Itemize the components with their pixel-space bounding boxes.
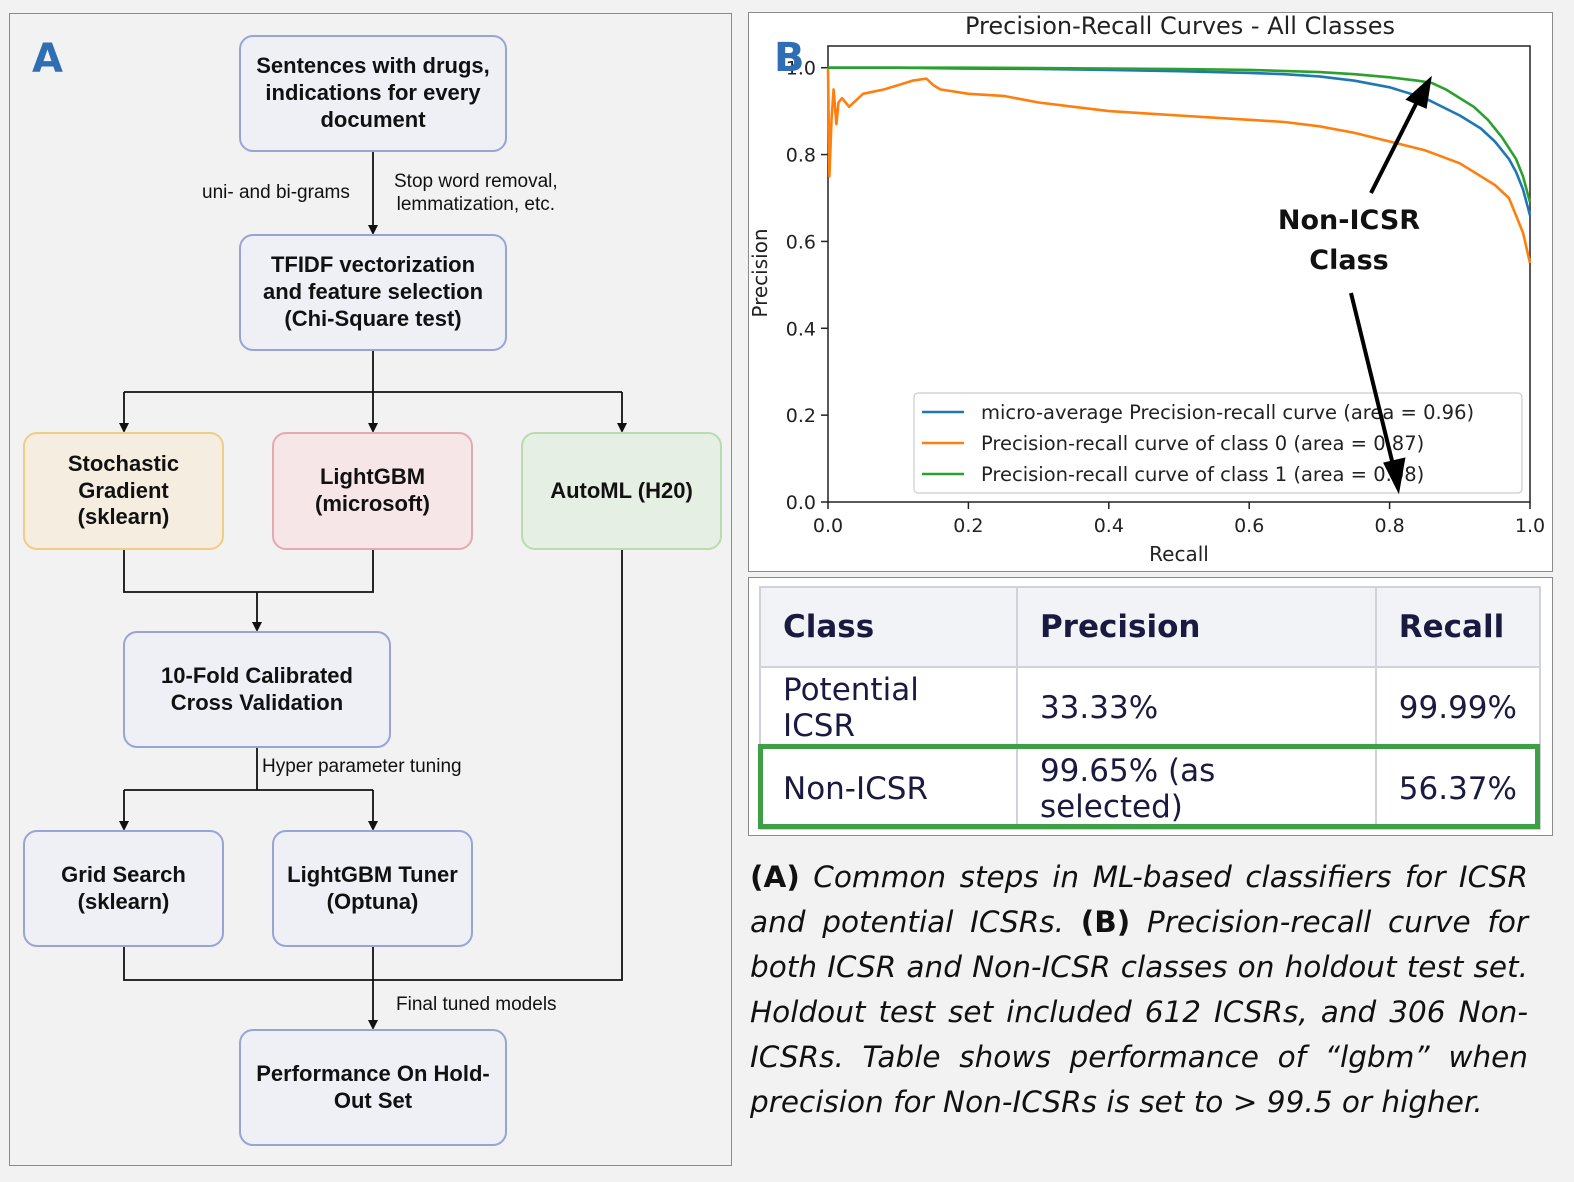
node-lightgbm-tuner: LightGBM Tuner (Optuna) bbox=[272, 830, 473, 947]
edge-label-ngrams: uni- and bi-grams bbox=[202, 182, 350, 203]
caption-tag-b: (B) bbox=[1080, 905, 1131, 939]
highlight-box bbox=[758, 744, 1540, 829]
annotation-arrows bbox=[1349, 75, 1432, 495]
series-line-1 bbox=[826, 67, 1532, 264]
results-table-panel: Class Precision Recall Potential ICSR 33… bbox=[748, 577, 1553, 836]
y-tick-label: 0.4 bbox=[786, 318, 816, 340]
x-tick-label: 0.8 bbox=[1374, 515, 1404, 537]
legend: micro-average Precision-recall curve (ar… bbox=[913, 392, 1523, 494]
caption-text-b: Precision-recall curve for both ICSR and… bbox=[750, 905, 1528, 1119]
table-header-row: Class Precision Recall bbox=[759, 586, 1542, 668]
edge-label-final: Final tuned models bbox=[396, 994, 557, 1015]
node-cross-validation: 10-Fold Calibrated Cross Validation bbox=[123, 631, 391, 748]
annotation-line2: Class bbox=[1309, 245, 1389, 276]
caption-tag-a: (A) bbox=[750, 860, 800, 894]
cell-precision: 99.65% (as selected) bbox=[1015, 747, 1377, 830]
edge-label-preprocess-line2: lemmatization, etc. bbox=[396, 193, 556, 215]
panel-b-letter: B bbox=[774, 35, 805, 81]
node-grid-search: Grid Search (sklearn) bbox=[23, 830, 224, 947]
cell-class: Non-ICSR bbox=[759, 747, 1018, 830]
legend-box bbox=[913, 392, 1523, 494]
edge-merge-cv bbox=[123, 550, 374, 593]
y-tick-label: 0.0 bbox=[786, 492, 816, 514]
y-tick-label: 1.0 bbox=[786, 58, 816, 80]
y-tick-label: 0.6 bbox=[786, 231, 816, 253]
chart-title: Precision-Recall Curves - All Classes bbox=[965, 13, 1395, 40]
arrow-to-legend bbox=[1349, 292, 1396, 470]
y-tick-label: 0.8 bbox=[786, 145, 816, 167]
arrow-to-curve bbox=[1369, 97, 1421, 194]
y-tick-label: 0.2 bbox=[786, 405, 816, 427]
legend-entry-0: micro-average Precision-recall curve (ar… bbox=[981, 401, 1474, 424]
x-tick-label: 0.6 bbox=[1234, 515, 1264, 537]
figure-caption: (A) Common steps in ML-based classifiers… bbox=[750, 855, 1528, 1125]
pr-curve-panel: Precision-Recall Curves - All Classes 0.… bbox=[748, 12, 1553, 572]
table-row: Potential ICSR 33.33% 99.99% bbox=[759, 666, 1542, 749]
annotation-non-icsr: Non-ICSR Class bbox=[1269, 201, 1429, 281]
header-class: Class bbox=[759, 586, 1018, 668]
axis-ticks: 0.0 0.2 0.4 0.6 0.8 1.0 0.0 0.2 0.4 0.6 0.8 1.0 bbox=[786, 58, 1545, 537]
x-axis-label: Recall bbox=[1149, 542, 1209, 566]
header-recall: Recall bbox=[1374, 586, 1542, 668]
results-table: Class Precision Recall Potential ICSR 33… bbox=[759, 586, 1542, 830]
legend-entry-1: Precision-recall curve of class 0 (area … bbox=[981, 432, 1424, 455]
node-lightgbm: LightGBM (microsoft) bbox=[272, 432, 473, 550]
panel-a-letter: A bbox=[32, 36, 63, 82]
node-automl: AutoML (H20) bbox=[521, 432, 722, 550]
x-tick-label: 1.0 bbox=[1515, 515, 1545, 537]
cell-class: Potential ICSR bbox=[759, 666, 1018, 749]
x-tick-label: 0.4 bbox=[1094, 515, 1124, 537]
pr-curve-chart: Precision-Recall Curves - All Classes 0.… bbox=[749, 13, 1545, 566]
node-stochastic-gradient: Stochastic Gradient (sklearn) bbox=[23, 432, 224, 550]
edge-label-hyper: Hyper parameter tuning bbox=[262, 756, 462, 777]
annotation-line1: Non-ICSR bbox=[1277, 205, 1421, 236]
x-tick-label: 0.2 bbox=[953, 515, 983, 537]
legend-entry-2: Precision-recall curve of class 1 (area … bbox=[981, 463, 1424, 486]
y-axis-label: Precision bbox=[749, 228, 772, 317]
cell-recall: 99.99% bbox=[1374, 666, 1542, 749]
series-lines bbox=[826, 66, 1532, 264]
header-precision: Precision bbox=[1015, 586, 1377, 668]
flowchart-connectors bbox=[119, 152, 627, 1030]
edge-label-preprocess: Stop word removal, lemmatization, etc. bbox=[394, 171, 558, 217]
arrow-to-curve-head bbox=[1405, 75, 1432, 109]
flowchart-panel: A Sentences with drugs, indications for … bbox=[9, 13, 732, 1166]
cell-precision: 33.33% bbox=[1015, 666, 1377, 749]
node-input-sentences: Sentences with drugs, indications for ev… bbox=[239, 35, 507, 152]
caption-text-a: Common steps in ML-based classifiers for… bbox=[750, 860, 1528, 939]
node-performance: Performance On Hold-Out Set bbox=[239, 1029, 507, 1146]
node-tfidf: TFIDF vectorization and feature selectio… bbox=[239, 234, 507, 351]
x-tick-label: 0.0 bbox=[813, 515, 843, 537]
arrow-to-legend-head bbox=[1383, 457, 1406, 495]
series-line-2 bbox=[828, 66, 1532, 203]
edge-label-preprocess-line1: Stop word removal, bbox=[394, 171, 558, 192]
table-row: Non-ICSR 99.65% (as selected) 56.37% bbox=[759, 747, 1542, 830]
cell-recall: 56.37% bbox=[1374, 747, 1542, 830]
